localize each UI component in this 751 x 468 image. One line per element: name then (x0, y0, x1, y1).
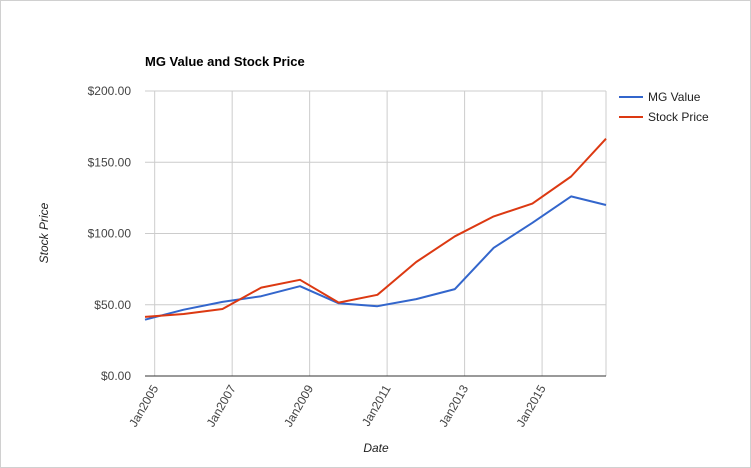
gridlines (145, 90, 607, 376)
chart-title: MG Value and Stock Price (145, 54, 305, 69)
series-line-mg-value (144, 195, 607, 321)
y-tick-label-4: $200.00 (88, 84, 132, 98)
y-axis-title: Stock Price (37, 202, 51, 263)
legend-label-stock-price: Stock Price (648, 110, 709, 124)
legend: MG Value Stock Price (619, 90, 709, 124)
y-tick-labels: $0.00 $50.00 $100.00 $150.00 $200.00 (88, 84, 132, 383)
y-tick-label-2: $100.00 (88, 227, 132, 241)
x-tick-label-5: Jan2015 (514, 382, 549, 429)
series-lines (144, 138, 607, 321)
x-axis-title: Date (363, 441, 389, 455)
x-tick-labels: Jan2005 Jan2007 Jan2009 Jan2011 Jan2013 Jan20… (126, 382, 549, 429)
x-tick-label-1: Jan2007 (204, 382, 239, 429)
series-line-stock-price (144, 138, 607, 318)
x-tick-label-0: Jan2005 (126, 382, 161, 429)
x-tick-label-3: Jan2011 (359, 382, 394, 428)
y-tick-label-1: $50.00 (94, 298, 131, 312)
legend-label-mg-value: MG Value (648, 90, 701, 104)
x-tick-label-4: Jan2013 (436, 382, 471, 429)
x-tick-label-2: Jan2009 (281, 382, 316, 429)
y-tick-label-3: $150.00 (88, 155, 132, 169)
y-tick-label-0: $0.00 (101, 369, 131, 383)
